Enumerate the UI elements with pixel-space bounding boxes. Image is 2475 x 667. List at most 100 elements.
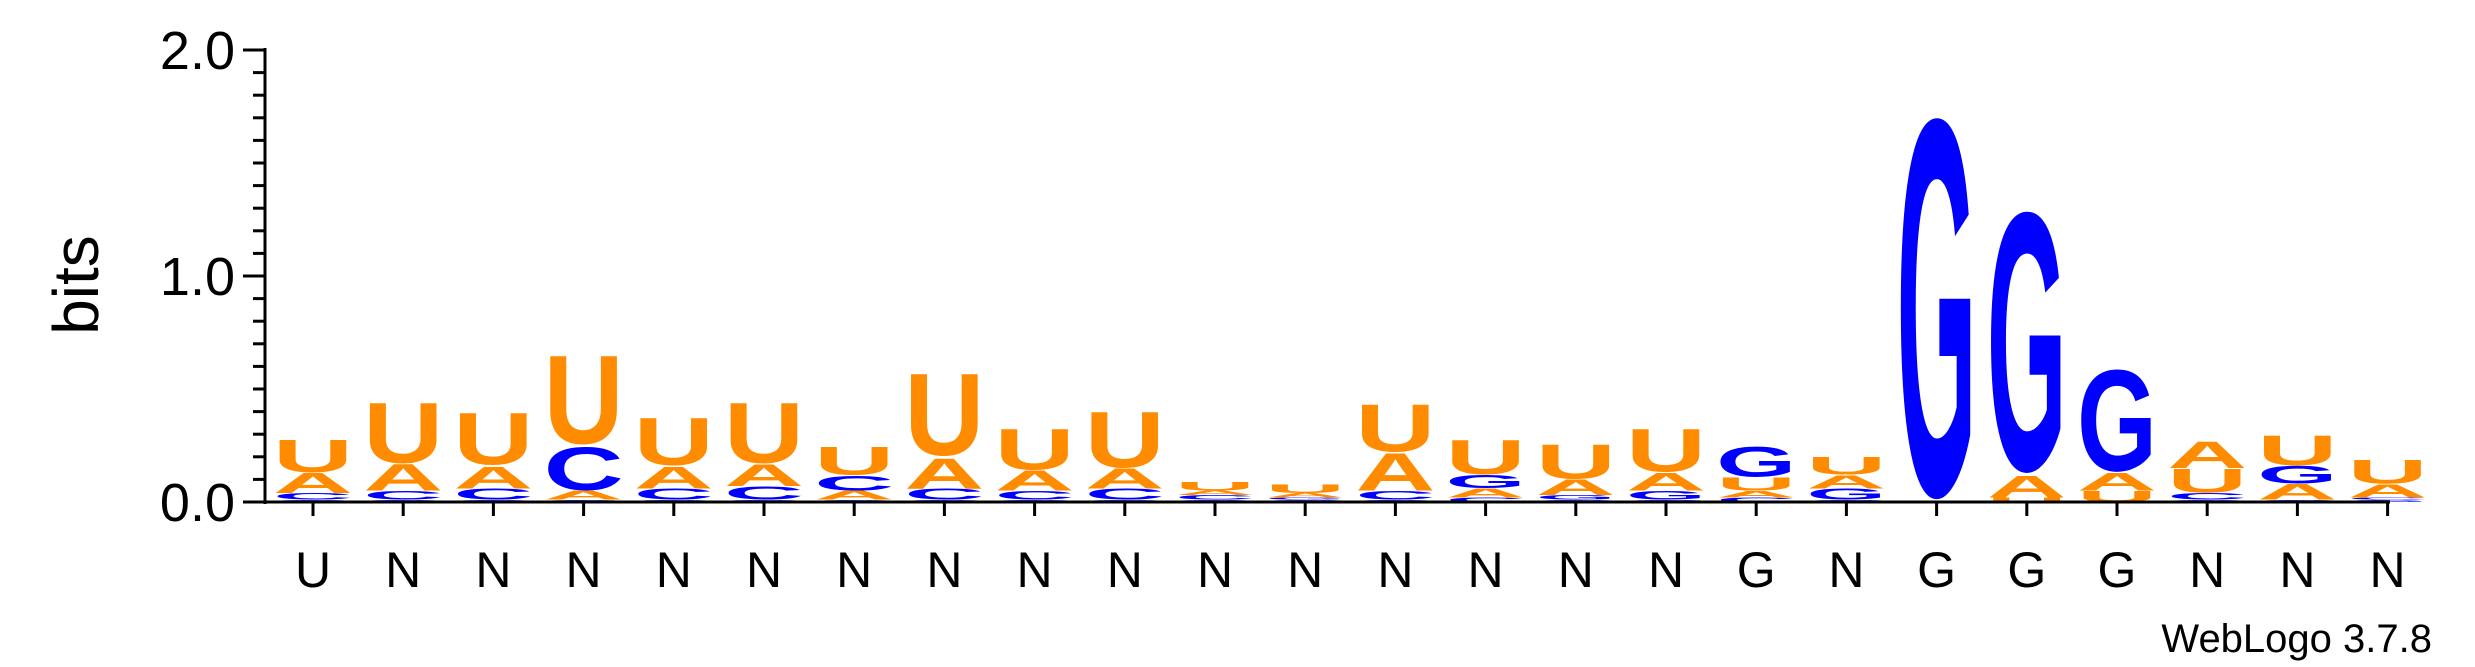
logo-letter-a: A bbox=[2077, 468, 2157, 496]
logo-letter-c: C bbox=[634, 486, 714, 503]
logo-letter-u: U bbox=[1446, 430, 1526, 485]
y-axis: 0.0 1.0 2.0 bbox=[160, 21, 267, 533]
logo-stack: GCAU bbox=[634, 404, 714, 502]
logo-stack: GACU bbox=[544, 331, 624, 503]
logo-stack: GCAU bbox=[1175, 479, 1255, 502]
logo-stack: UAG bbox=[2077, 339, 2157, 505]
position-label: N bbox=[1107, 542, 1143, 598]
logo-letter-a: A bbox=[1175, 490, 1255, 497]
position-label: N bbox=[2189, 542, 2225, 598]
logo-letter-u: U bbox=[2167, 462, 2247, 500]
credit-text: WebLogo 3.7.8 bbox=[2161, 617, 2432, 661]
position-label: N bbox=[385, 542, 421, 598]
logo-letter-a: A bbox=[544, 488, 624, 502]
position-label: U bbox=[295, 542, 331, 598]
logo-letter-a: A bbox=[1987, 469, 2067, 504]
position-label: N bbox=[566, 542, 602, 598]
logo-letter-a: A bbox=[1085, 463, 1165, 494]
logo-letter-c: C bbox=[724, 483, 804, 504]
logo-letter-c: C bbox=[273, 491, 353, 501]
logo-letter-g: G bbox=[1446, 471, 1526, 492]
logo-letter-g: G bbox=[2257, 461, 2337, 489]
logo-letter-u: U bbox=[453, 398, 533, 480]
logo-letter-u: U bbox=[814, 438, 894, 483]
logo-letter-u: U bbox=[1626, 416, 1706, 485]
logo-letter-g: G bbox=[1536, 494, 1616, 501]
y-tick-label: 1.0 bbox=[160, 247, 235, 307]
logo-letter-u: U bbox=[1806, 452, 1886, 480]
logo-letter-a: A bbox=[1355, 443, 1435, 503]
logo-letter-u: U bbox=[544, 331, 624, 471]
logo-letter-u: U bbox=[1716, 474, 1796, 495]
logo-letter-u: U bbox=[363, 385, 443, 481]
position-label: N bbox=[1468, 542, 1504, 598]
logo-letter-c: C bbox=[453, 486, 533, 503]
position-label: N bbox=[926, 542, 962, 598]
logo-letter-c: C bbox=[1085, 486, 1165, 503]
logo-letter-a: A bbox=[1265, 492, 1345, 499]
logo-letter-c: C bbox=[1355, 488, 1435, 502]
position-label: N bbox=[1287, 542, 1323, 598]
logo-letter-u: U bbox=[1085, 396, 1165, 485]
logo-letter-u: U bbox=[904, 350, 984, 480]
logo-letter-g: G bbox=[1897, 8, 1977, 609]
logo-stack: GCAU bbox=[1085, 396, 1165, 503]
logo-letter-u: U bbox=[1987, 496, 2067, 503]
y-tick-label: 2.0 bbox=[160, 21, 235, 81]
logo-letter-c: C bbox=[2348, 497, 2428, 500]
position-label: N bbox=[1017, 542, 1053, 598]
logo-letter-g: G bbox=[2077, 339, 2157, 501]
logo-letter-u: U bbox=[2348, 453, 2428, 491]
logo-stack: GCAU bbox=[273, 430, 353, 503]
logo-letter-g: G bbox=[1987, 137, 2067, 548]
logo-letter-a: A bbox=[724, 458, 804, 493]
position-label: G bbox=[2007, 542, 2046, 598]
position-label: N bbox=[2370, 542, 2406, 598]
logo-letter-a: A bbox=[814, 488, 894, 502]
position-label: G bbox=[1737, 542, 1776, 598]
logo-stack: CGAU bbox=[1536, 434, 1616, 502]
logo-stack: GCAU bbox=[995, 417, 1075, 503]
logo-letter-a: A bbox=[2348, 480, 2428, 501]
logo-stack: CGAU bbox=[1806, 452, 1886, 502]
position-label: N bbox=[475, 542, 511, 598]
y-axis-label: bits bbox=[40, 235, 112, 335]
logo-letter-g: G bbox=[1716, 438, 1796, 486]
logo-letter-a: A bbox=[1536, 475, 1616, 499]
logo-letter-u: U bbox=[634, 404, 714, 479]
position-label: N bbox=[1648, 542, 1684, 598]
logo-letter-c: C bbox=[1175, 494, 1255, 501]
logo-stack: GCAU bbox=[363, 385, 443, 503]
logo-letter-a: A bbox=[363, 457, 443, 499]
logo-stack: G bbox=[1897, 8, 1977, 609]
logo-letter-u: U bbox=[1355, 391, 1435, 466]
logo-letter-c: C bbox=[1446, 496, 1526, 503]
logo-letter-u: U bbox=[2257, 426, 2337, 474]
logo-letter-a: A bbox=[1716, 489, 1796, 500]
logo-letter-g: G bbox=[1265, 497, 1345, 500]
logo-letter-c: C bbox=[2167, 491, 2247, 501]
position-label: N bbox=[1828, 542, 1864, 598]
logo-stack: CGAU bbox=[1626, 416, 1706, 503]
logo-stack: GCAU bbox=[1355, 391, 1435, 503]
position-label: N bbox=[2279, 542, 2315, 598]
logo-letter-a: A bbox=[453, 460, 533, 495]
logo-letter-c: C bbox=[814, 471, 894, 495]
logo-letter-c: C bbox=[1716, 496, 1796, 503]
position-label: N bbox=[1197, 542, 1233, 598]
logo-stack: GCAU bbox=[724, 385, 804, 503]
logo-stack: GCAU bbox=[904, 350, 984, 502]
logo-stacks: GCAUGCAUGCAUGACUGCAUGCAUGACUGCAUGCAUGCAU… bbox=[273, 8, 2428, 609]
y-tick-label: 0.0 bbox=[160, 473, 235, 533]
position-label: N bbox=[1558, 542, 1594, 598]
logo-letter-c: C bbox=[363, 488, 443, 502]
logo-stack: CGAU bbox=[1265, 482, 1345, 503]
position-label: G bbox=[2098, 542, 2137, 598]
position-label: G bbox=[1917, 542, 1956, 598]
